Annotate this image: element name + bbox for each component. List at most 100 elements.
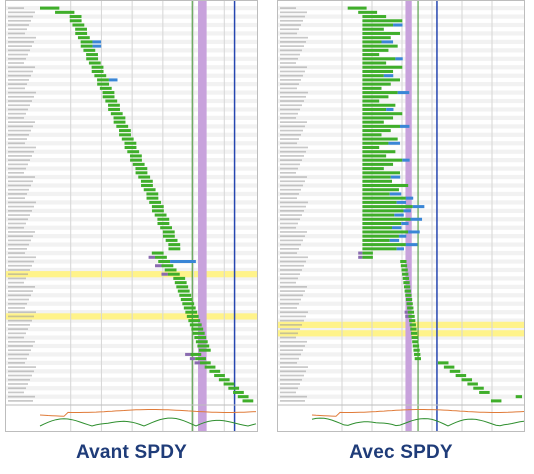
waterfall-panel-before xyxy=(5,0,258,432)
request-bar xyxy=(362,200,397,204)
request-bar xyxy=(119,133,131,137)
request-url-label xyxy=(280,400,305,402)
request-bar xyxy=(407,310,415,314)
request-bar xyxy=(189,323,202,327)
row-stripe xyxy=(6,132,257,137)
request-bar xyxy=(438,361,449,365)
row-stripe xyxy=(278,326,524,332)
request-url-label xyxy=(280,332,298,335)
request-bar xyxy=(362,36,391,40)
request-bar xyxy=(362,95,389,99)
row-stripe xyxy=(6,276,257,281)
request-url-label xyxy=(8,180,33,183)
request-url-label xyxy=(280,49,302,52)
request-url-label xyxy=(8,74,31,77)
request-url-label xyxy=(8,231,35,233)
request-url-label xyxy=(8,125,33,128)
row-stripe xyxy=(278,14,524,19)
row-stripe xyxy=(278,293,524,298)
request-bar xyxy=(138,175,151,179)
request-download-segment xyxy=(386,107,394,111)
row-stripe xyxy=(278,115,524,121)
request-download-segment xyxy=(397,91,410,95)
request-url-label xyxy=(280,319,304,322)
row-stripe xyxy=(278,39,524,45)
row-stripe xyxy=(278,276,524,281)
request-bar xyxy=(135,167,148,171)
request-url-label xyxy=(280,133,301,136)
request-bar xyxy=(362,69,394,73)
request-bar xyxy=(105,99,118,103)
request-url-label xyxy=(8,298,29,301)
request-url-label xyxy=(8,133,29,136)
request-bar xyxy=(362,226,393,230)
request-url-label xyxy=(8,83,27,85)
request-bar xyxy=(94,74,107,78)
request-bar xyxy=(362,124,400,128)
row-stripe xyxy=(278,310,524,315)
request-bar xyxy=(362,48,389,52)
request-wait-segment xyxy=(405,314,409,318)
row-stripe xyxy=(278,107,524,112)
request-bar xyxy=(168,247,181,251)
request-url-label xyxy=(8,281,24,284)
request-bar xyxy=(362,167,384,171)
request-url-label xyxy=(8,248,27,250)
request-url-label xyxy=(280,328,300,330)
request-bar xyxy=(362,221,402,226)
request-url-label xyxy=(280,15,305,18)
request-bar xyxy=(179,293,192,297)
request-url-label xyxy=(280,53,300,56)
request-bar xyxy=(162,234,175,238)
waterfall-chart-before xyxy=(6,1,257,431)
request-bar xyxy=(110,112,123,116)
request-download-segment xyxy=(381,40,394,44)
request-download-segment xyxy=(394,213,404,217)
row-stripe xyxy=(6,56,257,61)
request-download-segment xyxy=(405,243,418,247)
row-stripe xyxy=(278,394,524,399)
request-bar xyxy=(191,327,204,331)
start-render-band xyxy=(198,1,207,431)
row-highlight xyxy=(6,271,257,278)
request-url-label xyxy=(280,345,305,347)
request-bar xyxy=(113,116,126,120)
request-url-label xyxy=(280,104,302,107)
request-bar xyxy=(402,276,410,280)
row-stripe xyxy=(278,377,524,382)
request-url-label xyxy=(280,32,297,35)
row-stripe xyxy=(6,208,257,213)
request-url-label xyxy=(280,66,307,69)
request-url-label xyxy=(8,374,32,377)
request-url-label xyxy=(8,184,31,187)
request-url-label xyxy=(8,45,32,47)
request-bar xyxy=(362,213,395,217)
request-bar xyxy=(362,162,394,166)
request-url-label xyxy=(280,269,302,271)
request-bar xyxy=(405,293,412,297)
request-url-label xyxy=(280,155,304,157)
request-url-label xyxy=(280,142,297,145)
request-bar xyxy=(40,6,60,10)
request-bar xyxy=(146,192,159,196)
request-wait-segment xyxy=(155,264,162,268)
request-url-label xyxy=(8,345,33,347)
row-stripe xyxy=(6,65,257,70)
caption-before: Avant SPDY xyxy=(75,442,188,463)
request-url-label xyxy=(8,294,31,297)
request-url-label xyxy=(8,7,24,9)
request-url-label xyxy=(280,383,300,385)
cpu-utilization-line xyxy=(39,409,257,417)
request-url-label xyxy=(280,70,305,73)
request-bar xyxy=(490,399,502,403)
request-url-label xyxy=(8,159,30,161)
request-bar xyxy=(173,276,186,280)
request-url-label xyxy=(280,41,306,43)
request-bar xyxy=(362,103,396,107)
request-bar xyxy=(86,57,99,61)
row-stripe xyxy=(278,250,524,256)
request-url-label xyxy=(8,57,26,60)
request-url-label xyxy=(8,117,24,119)
request-download-segment xyxy=(392,226,402,230)
request-url-label xyxy=(8,256,36,259)
